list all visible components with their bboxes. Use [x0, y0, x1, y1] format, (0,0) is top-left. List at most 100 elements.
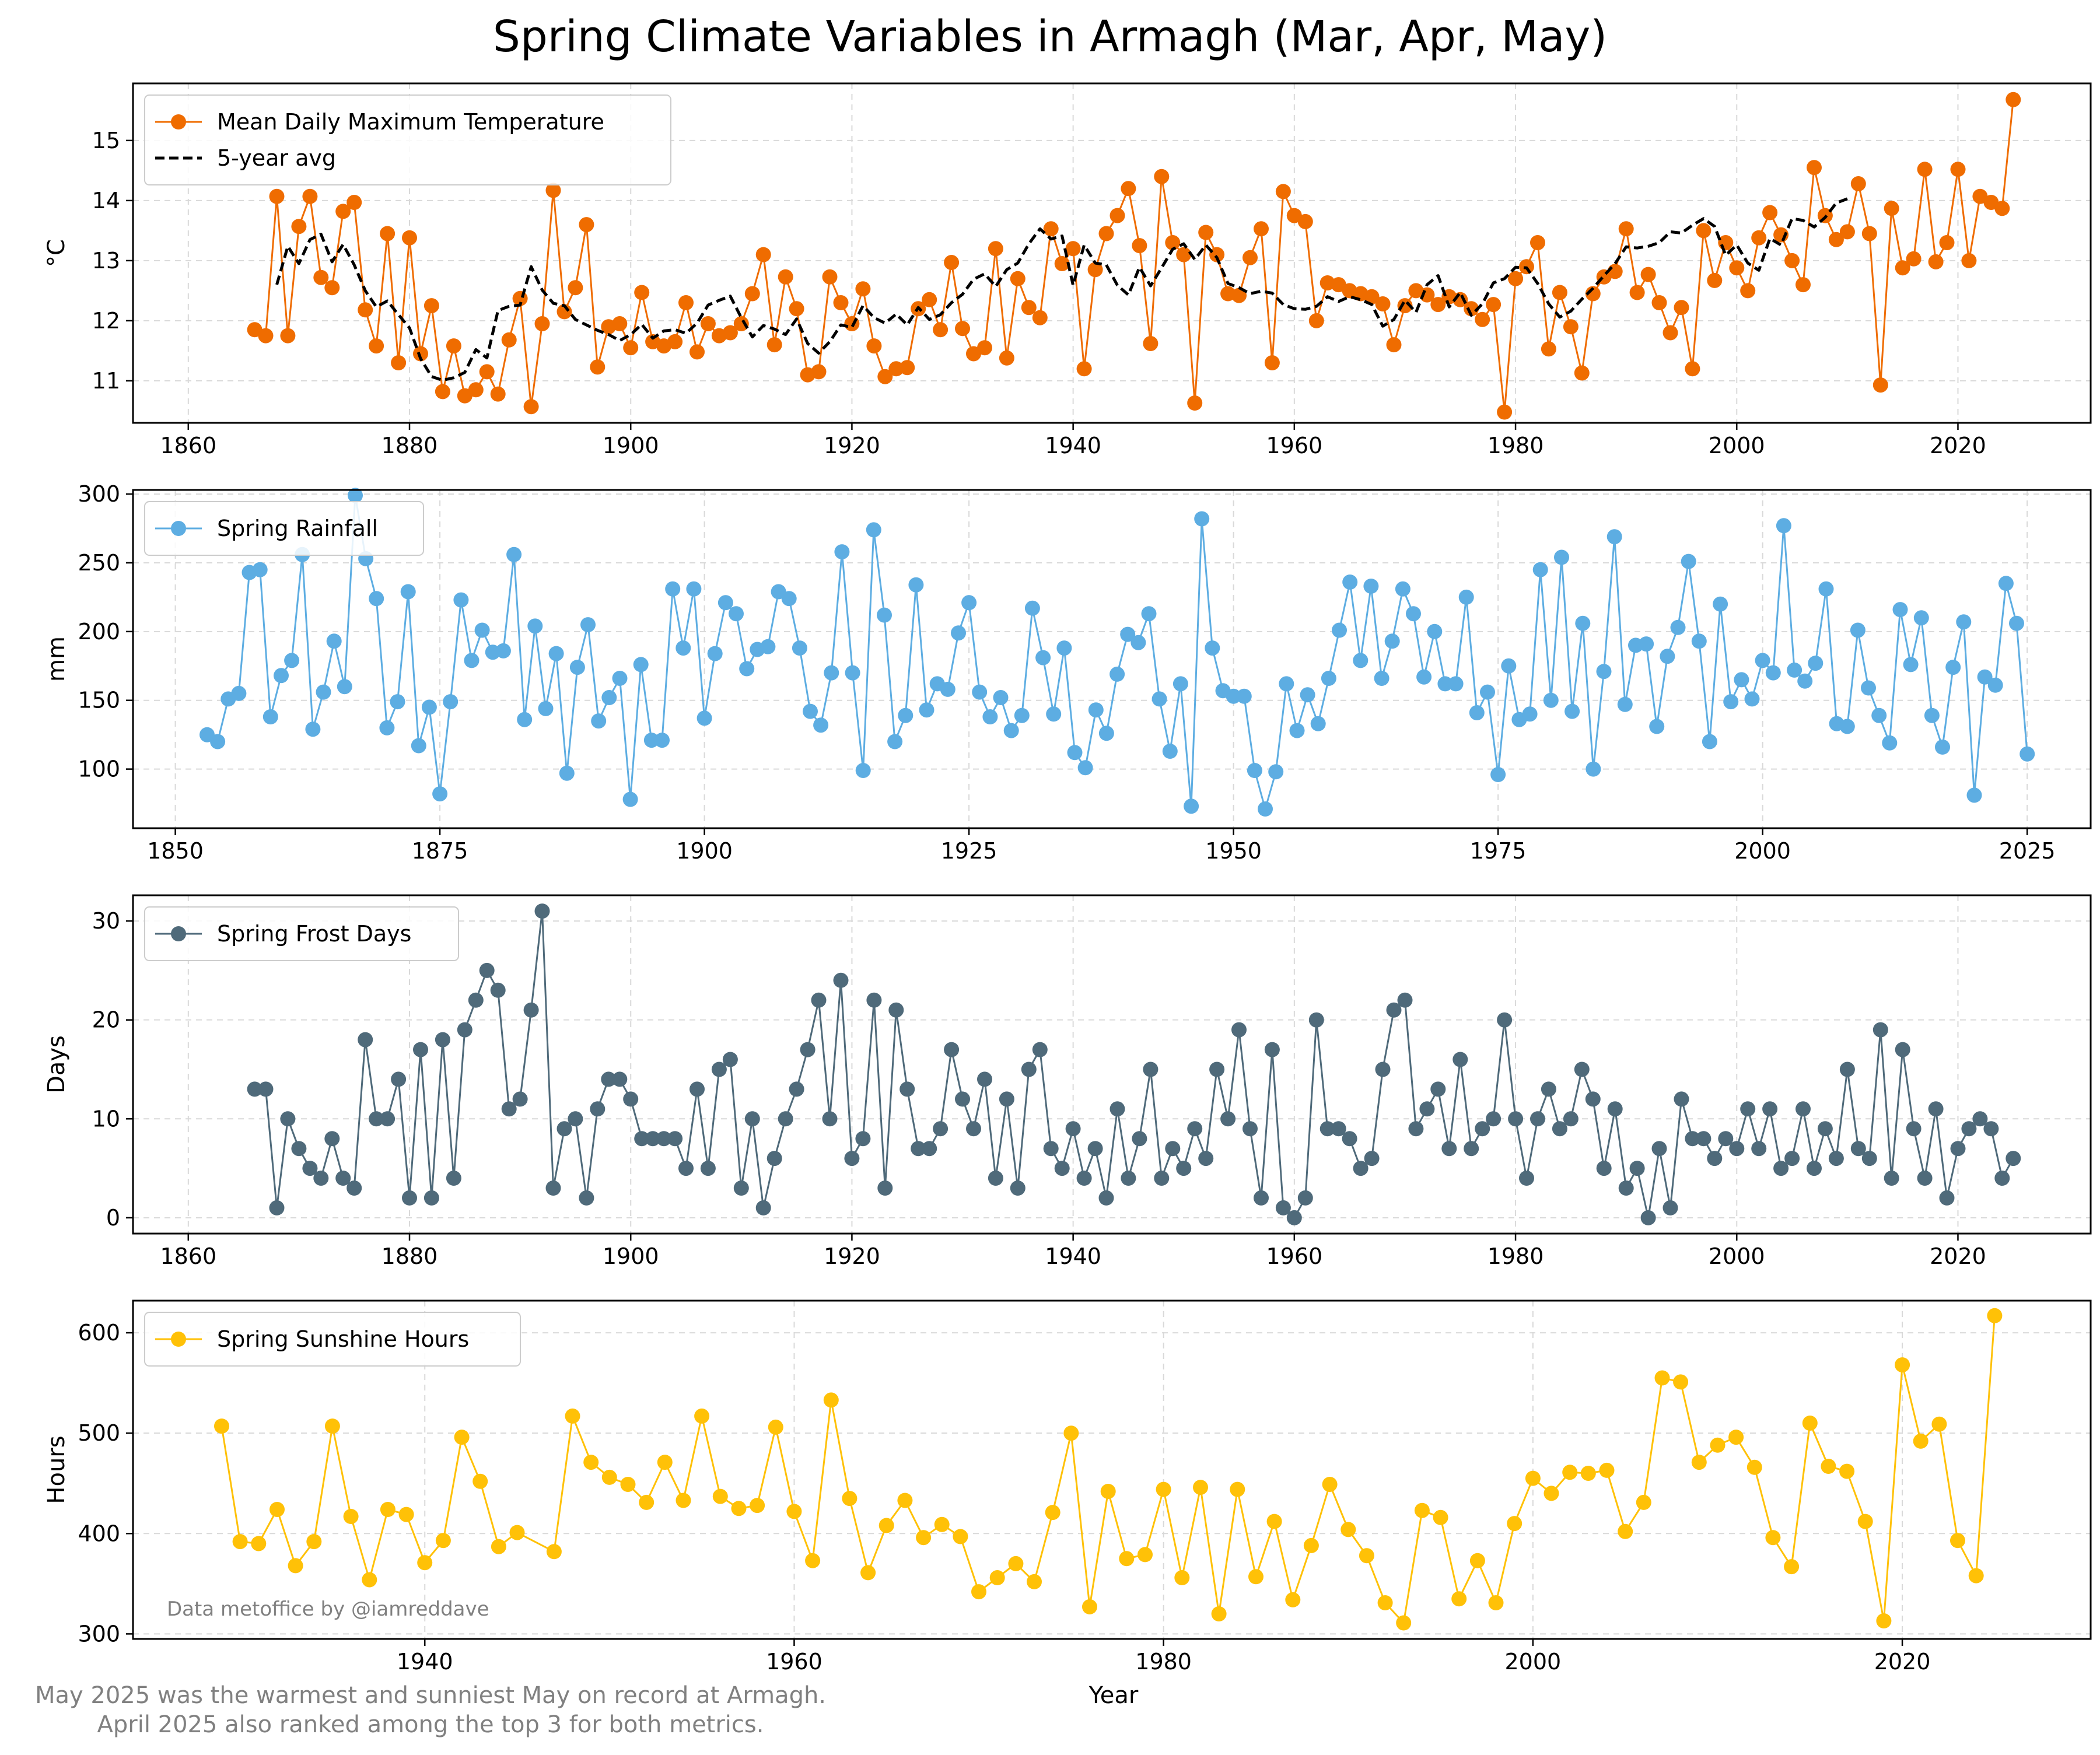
frost-data-point [545, 1180, 561, 1196]
frost-data-point [1331, 1121, 1346, 1137]
temp-data-point [1718, 235, 1734, 250]
temp-data-point [1176, 247, 1192, 262]
frost-data-point [402, 1190, 417, 1206]
frost-data-point [1231, 1022, 1247, 1038]
frost-data-point [1187, 1121, 1203, 1137]
frost-data-point [1254, 1190, 1269, 1206]
rain-data-point [411, 738, 426, 754]
sun-data-point [786, 1504, 802, 1519]
sun-data-point [1156, 1481, 1171, 1497]
rain-data-point [231, 685, 247, 701]
frost-data-point [1685, 1131, 1700, 1147]
frost-data-point [1076, 1171, 1092, 1186]
temp-series-0-line [254, 99, 2014, 413]
frost-data-point [888, 1002, 904, 1018]
rain-data-point [951, 625, 966, 641]
legend-marker [171, 114, 186, 129]
x-tick-label: 2000 [1709, 1243, 1765, 1269]
temp-data-point [844, 316, 860, 331]
frost-data-point [1541, 1081, 1556, 1097]
frost-data-point [678, 1161, 694, 1176]
rain-data-point [1035, 650, 1051, 665]
frost-data-point [1884, 1171, 1899, 1186]
frost-data-point [523, 1002, 539, 1018]
sun-data-point [1082, 1599, 1097, 1614]
sun-data-point [473, 1473, 488, 1489]
temp-data-point [1087, 262, 1103, 278]
frost-data-point [313, 1171, 329, 1186]
rain-data-point [559, 765, 575, 781]
frost-data-point [1419, 1101, 1435, 1117]
frost-data-point [612, 1071, 628, 1087]
frost-data-point [988, 1171, 1003, 1186]
y-tick-label: 20 [92, 1007, 120, 1033]
temp-data-point [623, 340, 639, 356]
temp-data-point [634, 285, 650, 300]
temp-data-point [1275, 184, 1291, 199]
frost-data-point [302, 1161, 318, 1176]
frost-data-point [1961, 1121, 1977, 1137]
rain-data-point [1056, 640, 1072, 656]
frost-data-point [656, 1131, 672, 1147]
temp-data-point [678, 295, 694, 310]
rain-data-point [718, 595, 733, 611]
sun-data-point [1580, 1466, 1596, 1481]
rain-data-point [1374, 671, 1390, 686]
rain-data-point [1702, 734, 1717, 749]
temp-data-point [1640, 267, 1656, 282]
frost-data-point [1209, 1062, 1225, 1077]
temp-data-point [534, 316, 550, 331]
rain-data-point [2020, 746, 2035, 762]
x-tick-label: 1920 [824, 1243, 880, 1269]
temp-axes-frame [132, 82, 2092, 424]
rain-data-point [1077, 760, 1093, 776]
rain-data-point [1141, 606, 1157, 622]
frost-data-point [1486, 1111, 1502, 1127]
sun-data-point [1562, 1465, 1578, 1480]
frost-data-point [1917, 1171, 1933, 1186]
temp-data-point [1242, 250, 1258, 265]
x-tick-label: 1940 [1045, 1243, 1101, 1269]
temp-data-point [1662, 325, 1678, 341]
rain-data-point [1945, 660, 1961, 675]
rain-data-point [601, 690, 617, 705]
sun-data-point [288, 1558, 303, 1574]
x-tick-label: 1960 [1266, 433, 1322, 458]
frost-data-point [568, 1111, 583, 1127]
rain-y-axis-label: mm [43, 636, 70, 682]
sun-data-point [1765, 1530, 1781, 1546]
rain-data-point [210, 734, 226, 749]
temp-data-point [1850, 176, 1866, 191]
frost-data-point [1010, 1180, 1026, 1196]
rain-data-point [1776, 518, 1791, 534]
temp-data-point [391, 355, 407, 370]
sun-data-point [1784, 1559, 1800, 1575]
sun-data-point [657, 1455, 673, 1470]
frost-data-point [1475, 1121, 1490, 1137]
temp-data-point [291, 219, 307, 234]
sun-data-point [362, 1572, 377, 1588]
y-tick-label: 400 [78, 1521, 120, 1546]
frost-data-point [346, 1180, 362, 1196]
sun-data-point [601, 1469, 617, 1485]
frost-data-point [1508, 1111, 1524, 1127]
frost-data-point [900, 1081, 915, 1097]
sun-data-point [1285, 1592, 1301, 1607]
frost-data-point [1519, 1171, 1534, 1186]
frost-data-point [1320, 1121, 1335, 1137]
rain-data-point [316, 684, 331, 700]
sun-data-point [989, 1570, 1005, 1585]
frost-data-point [1861, 1151, 1877, 1167]
rain-data-point [1342, 575, 1358, 590]
frost-data-point [789, 1081, 804, 1097]
temp-data-point [1950, 162, 1966, 177]
frost-data-point [1530, 1111, 1545, 1127]
rain-data-point [908, 577, 924, 593]
sun-data-point [1211, 1606, 1227, 1621]
sun-data-point [1507, 1516, 1522, 1532]
frost-data-point [711, 1062, 727, 1077]
rain-data-point [803, 703, 818, 719]
temp-data-point [822, 269, 838, 285]
frost-data-point [1464, 1141, 1479, 1157]
temp-data-point [1629, 285, 1645, 300]
